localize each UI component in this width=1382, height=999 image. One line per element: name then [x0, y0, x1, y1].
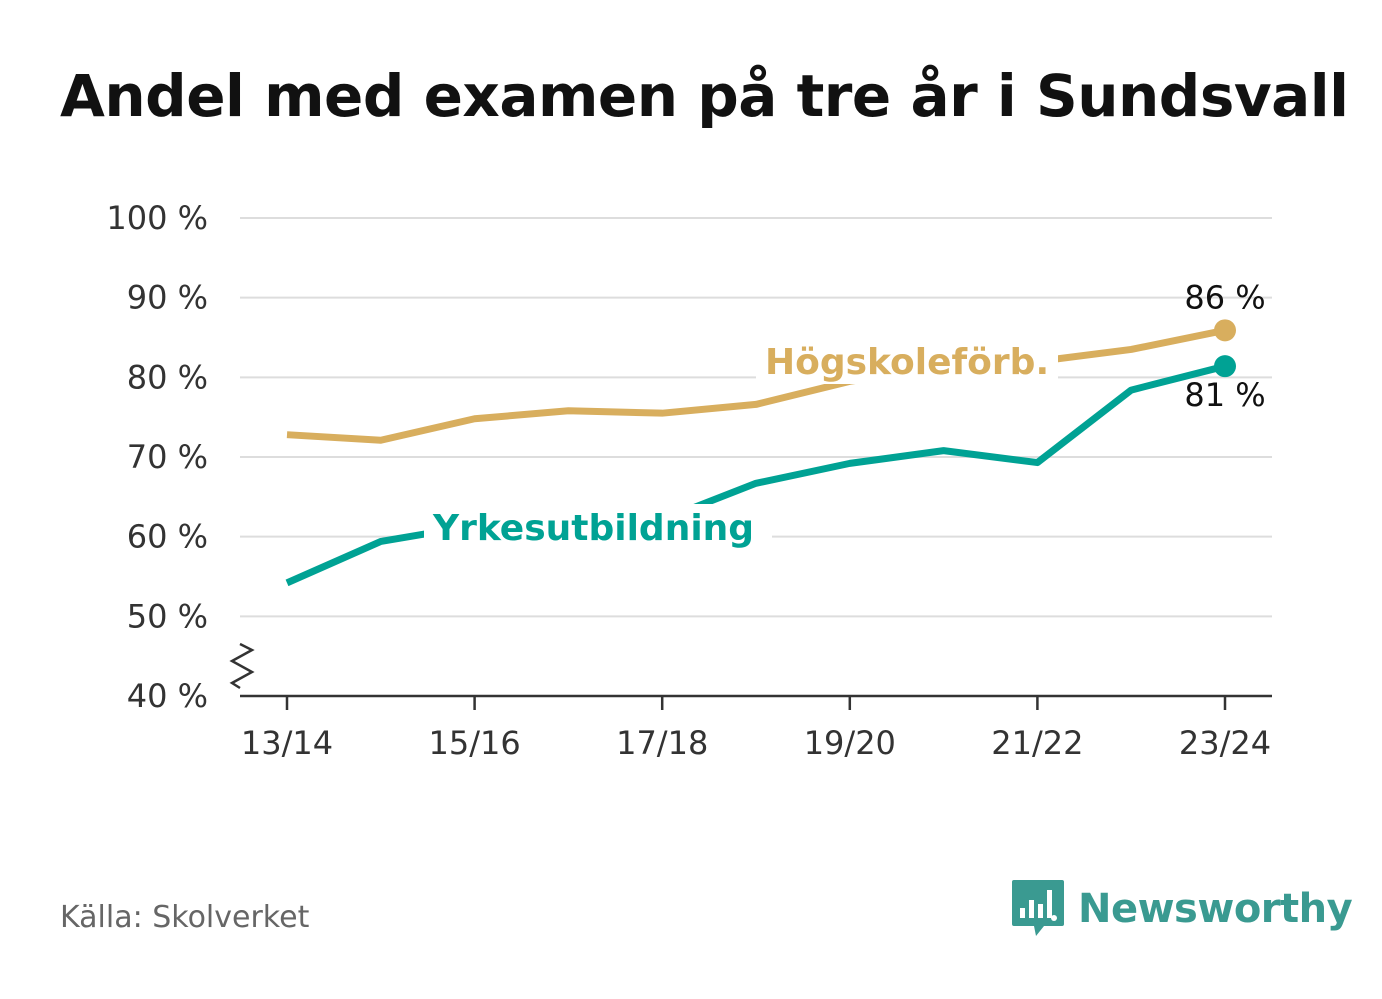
series-end-point: [1214, 319, 1236, 342]
y-tick-label: 40 %: [127, 677, 208, 715]
y-tick-label: 100 %: [106, 199, 208, 237]
x-tick-label: 17/18: [616, 724, 708, 762]
series-line: [286, 326, 1226, 444]
y-tick-label: 80 %: [127, 358, 208, 396]
end-value-label: 86 %: [1184, 278, 1265, 316]
chart-title: Andel med examen på tre år i Sundsvall: [60, 62, 1349, 130]
x-tick-label: 23/24: [1179, 724, 1271, 762]
series-label-background: [424, 504, 772, 550]
series-line: [285, 362, 1226, 587]
y-tick-label: 50 %: [127, 597, 208, 635]
bar-chart-speech-bubble-icon: [1012, 880, 1064, 936]
x-tick-label: 19/20: [804, 724, 896, 762]
series-label-background: [756, 338, 1058, 384]
series-end-point: [1214, 355, 1236, 378]
series-name-label: Yrkesutbildning: [432, 508, 754, 549]
series-name-label: Högskoleförb.: [765, 342, 1049, 383]
x-tick-label: 15/16: [428, 724, 520, 762]
y-tick-label: 70 %: [127, 438, 208, 476]
x-axis: [229, 642, 1272, 698]
brand-name: Newsworthy: [1078, 886, 1353, 932]
series-labels: 86 % 81 % Högskoleförb. Yrkesutbildning: [424, 278, 1266, 550]
y-tick-label: 90 %: [127, 279, 208, 317]
y-tick-label: 60 %: [127, 518, 208, 556]
gridlines: [240, 217, 1272, 618]
x-tick-label: 21/22: [991, 724, 1083, 762]
source-note: Källa: Skolverket: [60, 900, 310, 935]
brand-logo: Newsworthy: [1010, 878, 1353, 940]
axis-break-icon: [229, 642, 255, 690]
x-axis-tick-labels: 13/14 15/16 17/18 19/20 21/22 23/24: [241, 696, 1271, 762]
y-axis-tick-labels: 40 % 50 % 60 % 70 % 80 % 90 % 100 %: [106, 199, 208, 715]
end-value-label: 81 %: [1184, 376, 1265, 414]
x-tick-label: 13/14: [241, 724, 333, 762]
